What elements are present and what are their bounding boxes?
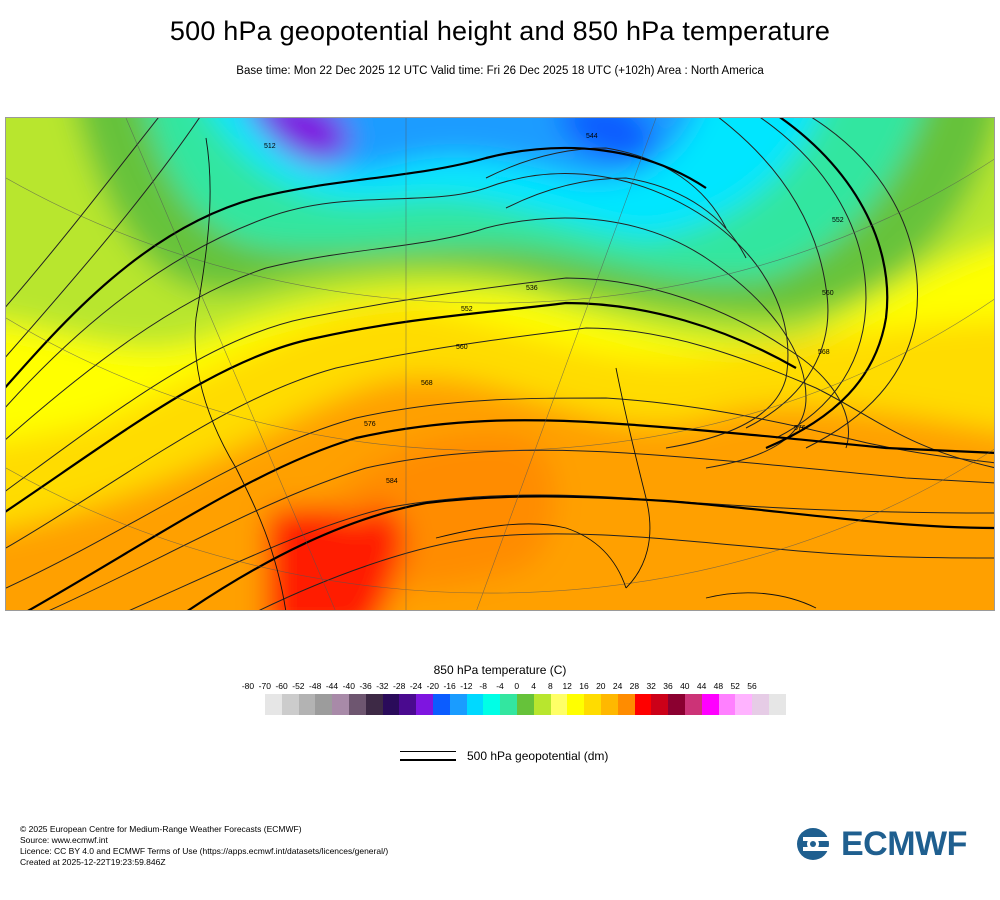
colorbar-swatch bbox=[281, 694, 299, 715]
colorbar-swatch bbox=[466, 694, 484, 715]
geopotential-legend-label: 500 hPa geopotential (dm) bbox=[467, 749, 609, 763]
colorbar-swatch bbox=[718, 694, 736, 715]
footer-line: Licence: CC BY 4.0 and ECMWF Terms of Us… bbox=[20, 846, 389, 856]
colorbar-swatch bbox=[365, 694, 383, 715]
colorbar-tick-label: -8 bbox=[479, 681, 487, 691]
weather-map: 552 560 568 576 584 512 536 544 552 560 … bbox=[5, 117, 995, 611]
contour-label: 576 bbox=[364, 421, 376, 428]
contour-label: 560 bbox=[456, 344, 468, 351]
colorbar-swatch bbox=[315, 694, 333, 715]
footer-line: Source: www.ecmwf.int bbox=[20, 835, 108, 845]
colorbar-tick-label: 48 bbox=[713, 681, 724, 691]
colorbar-swatch bbox=[768, 694, 786, 715]
colorbar-tick-label: 12 bbox=[562, 681, 572, 691]
colorbar-tick-label: 20 bbox=[596, 681, 606, 691]
contour-label: 568 bbox=[421, 380, 433, 387]
footer-line: Created at 2025-12-22T19:23:59.846Z bbox=[20, 857, 166, 867]
colorbar-swatch bbox=[382, 694, 400, 715]
map-canvas: 552 560 568 576 584 512 536 544 552 560 … bbox=[6, 118, 994, 610]
contour-label: 560 bbox=[822, 290, 834, 297]
colorbar-swatch bbox=[584, 694, 601, 715]
colorbar-tick-label: -52 bbox=[292, 681, 305, 691]
colorbar-tick-label: -48 bbox=[309, 681, 322, 691]
colorbar-swatch bbox=[399, 694, 417, 715]
colorbar bbox=[265, 694, 786, 715]
footer-credits: © 2025 European Centre for Medium-Range … bbox=[20, 824, 388, 868]
colorbar-swatch bbox=[752, 694, 769, 715]
colorbar-tick-label: -28 bbox=[393, 681, 406, 691]
colorbar-swatch bbox=[567, 694, 585, 715]
colorbar-swatch bbox=[500, 694, 517, 715]
colorbar-tick-label: 24 bbox=[612, 681, 623, 691]
colorbar-tick-label: -16 bbox=[443, 681, 456, 691]
colorbar-tick-label: 40 bbox=[680, 681, 690, 691]
geopotential-legend-swatch bbox=[400, 750, 456, 764]
colorbar-swatch bbox=[701, 694, 719, 715]
colorbar-tick-label: 52 bbox=[730, 681, 740, 691]
colorbar-tick-label: -60 bbox=[275, 681, 288, 691]
colorbar-tick-label: -12 bbox=[460, 681, 473, 691]
colorbar-swatch bbox=[348, 694, 366, 715]
colorbar-tick-label: -20 bbox=[426, 681, 439, 691]
colorbar-swatch bbox=[550, 694, 568, 715]
colorbar-swatch bbox=[516, 694, 534, 715]
colorbar-tick-label: -36 bbox=[359, 681, 372, 691]
colorbar-tick-label: 4 bbox=[531, 681, 536, 691]
chart-title: 500 hPa geopotential height and 850 hPa … bbox=[169, 16, 831, 46]
geopotential-major-contours bbox=[6, 118, 994, 610]
colorbar-tick-label: 44 bbox=[696, 681, 707, 691]
colorbar-tick-label: 0 bbox=[514, 681, 520, 691]
contour-label: 552 bbox=[461, 306, 473, 313]
chart-subtitle: Base time: Mon 22 Dec 2025 12 UTC Valid … bbox=[236, 65, 764, 77]
contour-label: 576 bbox=[794, 425, 806, 432]
colorbar-tick-label: -40 bbox=[342, 681, 355, 691]
colorbar-tick-label: -24 bbox=[409, 681, 423, 691]
colorbar-swatch bbox=[432, 694, 450, 715]
map-graticule bbox=[6, 118, 994, 610]
colorbar-swatch bbox=[651, 694, 669, 715]
colorbar-tick-label: 36 bbox=[663, 681, 673, 691]
footer-line: © 2025 European Centre for Medium-Range … bbox=[20, 824, 302, 834]
contour-label: 544 bbox=[586, 133, 598, 140]
contour-label: 536 bbox=[526, 285, 538, 292]
colorbar-tick-label: 8 bbox=[548, 681, 553, 691]
contour-label: 568 bbox=[818, 349, 830, 356]
colorbar-swatch bbox=[533, 694, 551, 715]
temperature-field bbox=[6, 118, 994, 610]
colorbar-tick-label: -70 bbox=[258, 681, 271, 691]
colorbar-swatch bbox=[634, 694, 652, 715]
colorbar-swatch bbox=[483, 694, 501, 715]
ecmwf-logo-icon bbox=[797, 828, 835, 860]
contour-labels: 552 560 568 576 584 512 536 544 552 560 … bbox=[264, 133, 844, 485]
colorbar-swatch bbox=[617, 694, 635, 715]
colorbar-tick-labels: -80 -70 -60 -52 -48 -44 -40 -36 -32 -28 -24 -20 -16-… bbox=[0, 681, 1000, 693]
colorbar-tick-label: -4 bbox=[496, 681, 504, 691]
colorbar-swatch bbox=[668, 694, 685, 715]
colorbar-swatch bbox=[735, 694, 753, 715]
contour-label: 584 bbox=[386, 478, 398, 485]
contour-label: 552 bbox=[832, 217, 844, 224]
colorbar-tick-label: 56 bbox=[747, 681, 757, 691]
ecmwf-logo: ECMWF bbox=[795, 826, 985, 862]
colorbar-tick-label: -80 bbox=[241, 681, 255, 691]
geopotential-contours bbox=[6, 118, 994, 610]
ecmwf-logo-text: ECMWF bbox=[841, 825, 967, 863]
colorbar-tick-label: 16 bbox=[579, 681, 589, 691]
colorbar-swatch bbox=[449, 694, 467, 715]
coastlines bbox=[194, 137, 817, 610]
colorbar-swatch bbox=[416, 694, 433, 715]
colorbar-tick-label: -44 bbox=[325, 681, 339, 691]
colorbar-swatch bbox=[298, 694, 316, 715]
colorbar-swatch bbox=[600, 694, 618, 715]
colorbar-tick-label: 28 bbox=[629, 681, 640, 691]
contour-label: 512 bbox=[264, 143, 276, 150]
colorbar-swatch bbox=[684, 694, 702, 715]
colorbar-swatch bbox=[332, 694, 349, 715]
colorbar-title: 850 hPa temperature (C) bbox=[433, 663, 567, 677]
colorbar-tick-label: -32 bbox=[376, 681, 389, 691]
colorbar-tick-label: 32 bbox=[646, 681, 656, 691]
colorbar-swatch bbox=[265, 694, 282, 715]
